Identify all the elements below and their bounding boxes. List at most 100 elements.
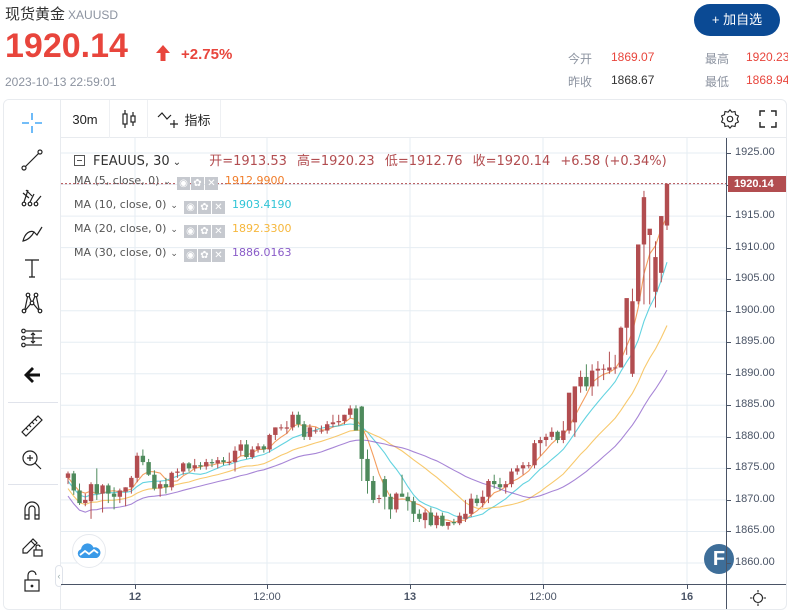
eye-icon[interactable]: ◉: [183, 201, 197, 214]
collapse-toolbar-button[interactable]: ‹: [55, 565, 63, 587]
chart-toolbar: 30m 指标: [61, 100, 786, 138]
fibonacci-icon: [21, 328, 42, 348]
close-icon[interactable]: ✕: [211, 249, 225, 262]
price-axis-label: 1895.00: [735, 335, 775, 348]
axis-tick: [727, 563, 731, 564]
brush-icon: [22, 226, 43, 242]
stat-prev-close-value: 1868.67: [611, 73, 655, 87]
toolbar-divider: [8, 484, 58, 485]
close-icon[interactable]: ✕: [211, 225, 225, 238]
pattern-icon: [21, 292, 43, 314]
change-percent: +2.75%: [181, 46, 233, 63]
pitchfork-icon: [21, 189, 42, 207]
price-axis-label: 1880.00: [735, 429, 775, 442]
axis-tick: [727, 531, 731, 533]
trend-line-tool[interactable]: [16, 145, 48, 175]
eye-icon[interactable]: ◉: [176, 177, 190, 190]
ma-value: 1903.4190: [231, 198, 292, 211]
ruler-icon: [21, 415, 43, 437]
text-icon: [25, 259, 39, 278]
chevron-down-icon[interactable]: ⌄: [170, 201, 178, 211]
ma-legend-row[interactable]: MA (30, close, 0) ⌄ ◉ ✿ ✕ 1886.0163: [74, 245, 292, 262]
magnet-tool[interactable]: [16, 495, 48, 525]
fibonacci-tool[interactable]: [16, 323, 48, 353]
close-icon[interactable]: ✕: [204, 177, 218, 190]
instrument-symbol: XAUUSD: [68, 8, 119, 22]
fullscreen-button[interactable]: [749, 100, 786, 138]
ma-value: 1886.0163: [231, 246, 292, 259]
lock-tool[interactable]: [16, 566, 48, 596]
trend-line-icon: [21, 149, 43, 171]
add-watchlist-button[interactable]: + 加自选: [694, 4, 780, 36]
chart-type-button[interactable]: [110, 100, 148, 138]
measure-tool[interactable]: [16, 411, 48, 441]
ma-label: MA (5, close, 0): [74, 174, 160, 187]
legend-open: 开=1913.53: [209, 154, 287, 169]
time-axis-label: 16: [680, 591, 694, 603]
quote-timestamp: 2023-10-13 22:59:01: [5, 75, 117, 89]
unlock-icon: [24, 570, 40, 592]
price-axis-label: 1910.00: [735, 240, 775, 253]
price-axis-label: 1925.00: [735, 146, 775, 158]
eye-icon[interactable]: ◉: [183, 249, 197, 262]
axis-settings-button[interactable]: [726, 584, 786, 609]
legend-change: +6.58 (+0.34%): [560, 154, 667, 169]
crosshair-tool[interactable]: [16, 108, 48, 138]
pattern-tool[interactable]: [16, 288, 48, 318]
chevron-down-icon[interactable]: ⌄: [172, 157, 182, 168]
current-price: 1920.14: [5, 27, 128, 65]
stat-open-value: 1869.07: [611, 50, 655, 64]
axis-tick: [135, 585, 136, 589]
axis-tick: [727, 373, 731, 375]
chevron-down-icon[interactable]: ⌄: [170, 225, 178, 235]
chevron-down-icon[interactable]: ⌄: [163, 177, 171, 187]
ma-legend-row[interactable]: MA (5, close, 0) ⌄ ◉ ✿ ✕ 1912.9900: [74, 173, 284, 190]
price-axis-label: 1915.00: [735, 209, 775, 222]
close-icon[interactable]: ✕: [211, 201, 225, 214]
gear-icon: [720, 108, 740, 130]
gear-icon[interactable]: ✿: [197, 225, 211, 238]
f-badge-button[interactable]: F: [704, 544, 734, 574]
price-axis-label: 1900.00: [735, 303, 775, 316]
gear-icon[interactable]: ✿: [197, 249, 211, 262]
settings-button[interactable]: [711, 100, 749, 138]
interval-button[interactable]: 30m: [61, 100, 110, 138]
legend-ohlc: FEAUUS, 30 ⌄ 开=1913.53 高=1920.23 低=1912.7…: [74, 150, 667, 169]
ma-legend-row[interactable]: MA (10, close, 0) ⌄ ◉ ✿ ✕ 1903.4190: [74, 197, 292, 214]
price-axis-label: 1875.00: [735, 461, 775, 474]
axis-tick: [727, 216, 731, 218]
pitchfork-tool[interactable]: [16, 182, 48, 212]
text-tool[interactable]: [16, 253, 48, 283]
indicators-label: 指标: [184, 112, 211, 128]
price-axis-label: 1885.00: [735, 398, 775, 411]
back-tool[interactable]: [16, 360, 48, 390]
zoom-in-tool[interactable]: [16, 445, 48, 475]
axis-tick: [727, 247, 731, 249]
collapse-legend-icon[interactable]: [74, 155, 85, 166]
axis-tick: [727, 468, 731, 470]
price-chart-canvas[interactable]: [61, 138, 726, 584]
time-axis[interactable]: 12 12:00 13 12:00 16: [61, 584, 726, 609]
axis-tick: [727, 279, 731, 281]
axis-tick: [687, 585, 688, 589]
ma-label: MA (10, close, 0): [74, 198, 167, 211]
axis-tick: [543, 585, 544, 589]
indicators-button[interactable]: 指标: [148, 100, 221, 138]
ma-label: MA (30, close, 0): [74, 246, 167, 259]
axis-tick: [727, 436, 731, 438]
time-axis-label: 12:00: [529, 591, 557, 603]
ma-legend-row[interactable]: MA (20, close, 0) ⌄ ◉ ✿ ✕ 1892.3300: [74, 221, 291, 238]
eye-icon[interactable]: ◉: [183, 225, 197, 238]
price-axis-label: 1890.00: [735, 366, 775, 379]
price-axis[interactable]: 1925.001920.001915.001910.001905.001900.…: [726, 138, 786, 584]
chevron-down-icon[interactable]: ⌄: [170, 249, 178, 259]
instrument-name: 现货黄金: [5, 6, 66, 23]
axis-tick: [410, 585, 411, 589]
brush-tool[interactable]: [16, 218, 48, 248]
price-axis-label: 1870.00: [735, 492, 775, 505]
gear-icon[interactable]: ✿: [190, 177, 204, 190]
lock-drawings-tool[interactable]: [16, 531, 48, 561]
legend-symbol[interactable]: FEAUUS, 30: [93, 154, 170, 169]
gear-icon[interactable]: ✿: [197, 201, 211, 214]
stat-open-label: 今开: [568, 52, 593, 66]
